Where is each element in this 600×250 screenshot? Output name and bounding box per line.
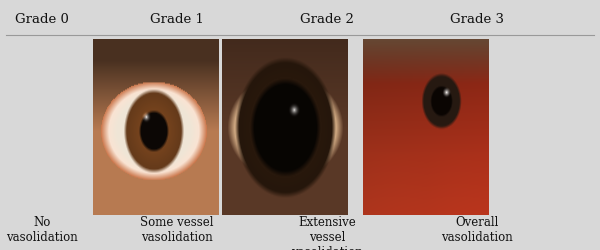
Text: Grade 1: Grade 1 [150,12,204,26]
Text: Overall
vasolidation: Overall vasolidation [441,215,513,243]
Text: Grade 3: Grade 3 [450,12,504,26]
Text: No
vasolidation: No vasolidation [6,215,78,243]
Text: Grade 0: Grade 0 [15,12,69,26]
Text: Some vessel
vasolidation: Some vessel vasolidation [140,215,214,243]
Text: Grade 2: Grade 2 [300,12,354,26]
Text: Extensive
vessel
vasolidation: Extensive vessel vasolidation [291,215,363,250]
